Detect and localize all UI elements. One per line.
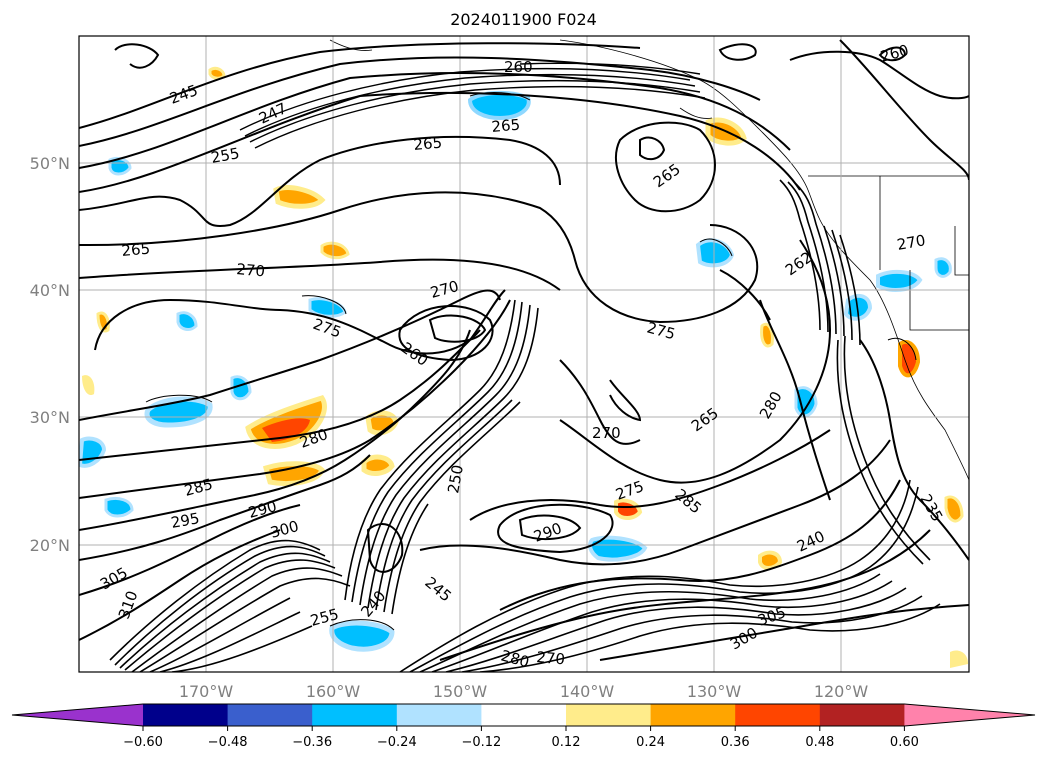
- blue-anomaly: [329, 620, 395, 652]
- orange-anomaly: [208, 66, 226, 80]
- yellow-anomaly: [82, 375, 95, 396]
- contour-label: 270: [236, 260, 266, 280]
- colorbar-tick-label: 0.36: [721, 735, 750, 750]
- map-content: 245 247 255 265 270 275 280 285 290 295 …: [79, 36, 969, 672]
- contour-label: 265: [413, 134, 443, 154]
- colorbar-segment: [819, 704, 905, 726]
- map-frame: [78, 35, 970, 673]
- colorbar-tick-label: −0.48: [208, 735, 248, 750]
- red-anomaly: [262, 418, 310, 442]
- map-plot-area: [79, 36, 969, 672]
- blue-anomaly: [144, 396, 213, 428]
- blue-anomaly: [934, 257, 952, 278]
- colorbar-segment: [12, 704, 143, 726]
- colorbar-segment: [904, 704, 1035, 726]
- latitude-labels: 50°N 40°N 30°N 20°N: [30, 154, 70, 555]
- colorbar-tick-label: 0.24: [636, 735, 665, 750]
- colorbar-segment: [312, 704, 398, 726]
- contour-bundle-west: [109, 539, 351, 672]
- contour-label: 260: [504, 58, 533, 76]
- blue-anomaly: [230, 375, 252, 401]
- contour-label: 255: [210, 144, 241, 167]
- colorbar-tick-label: −0.12: [461, 735, 501, 750]
- lat-label: 30°N: [30, 408, 70, 427]
- orange-anomaly: [944, 495, 964, 523]
- lon-label: 150°W: [433, 682, 488, 701]
- colorbar-segment: [566, 704, 652, 726]
- contour-bundle-north: [239, 62, 706, 149]
- contour-label: 265: [121, 240, 151, 260]
- contour-bundle-east: [399, 179, 941, 672]
- contour-label: 295: [170, 509, 201, 532]
- lat-label: 40°N: [30, 281, 70, 300]
- shaded-anomalies: [79, 66, 968, 668]
- blue-anomaly: [104, 496, 134, 518]
- lon-label: 140°W: [560, 682, 615, 701]
- map-title: 2024011900 F024: [450, 10, 597, 29]
- orange-anomaly: [273, 185, 326, 209]
- contour-label: 270: [592, 424, 621, 442]
- blue-anomaly: [176, 311, 198, 331]
- orange-anomaly: [320, 241, 350, 260]
- lon-label: 170°W: [179, 682, 234, 701]
- contour-label: 270: [536, 648, 566, 668]
- thin-contours: [145, 92, 917, 631]
- colorbar-segment: [650, 704, 736, 726]
- longitude-labels: 170°W 160°W 150°W 140°W 130°W 120°W: [179, 682, 869, 701]
- contour-label: 270: [896, 231, 927, 254]
- orange-anomaly: [760, 322, 774, 348]
- colorbar-tick-label: 0.60: [890, 735, 919, 750]
- colorbar-segment: [735, 704, 821, 726]
- orange-anomaly: [758, 550, 783, 570]
- contour-label: 265: [491, 116, 521, 136]
- lat-label: 50°N: [30, 154, 70, 173]
- colorbar: −0.60 −0.48 −0.36 −0.24 −0.12 0.12 0.24 0.36 0.4…: [11, 703, 1036, 750]
- colorbar-tick-label: 0.12: [552, 735, 581, 750]
- lon-label: 130°W: [687, 682, 742, 701]
- lon-label: 120°W: [814, 682, 869, 701]
- red-anomaly: [614, 498, 643, 520]
- contour-label: 250: [444, 463, 467, 494]
- lon-label: 160°W: [306, 682, 361, 701]
- orange-anomaly: [361, 454, 395, 476]
- blue-anomaly: [588, 535, 648, 562]
- yellow-anomaly: [950, 650, 968, 668]
- colorbar-segment: [227, 704, 313, 726]
- colorbar-tick-label: −0.60: [123, 735, 163, 750]
- colorbar-segment: [481, 704, 567, 726]
- colorbar-segment: [143, 704, 229, 726]
- colorbar-tick-label: −0.24: [377, 735, 417, 750]
- blue-anomaly: [695, 238, 735, 268]
- blue-anomaly: [876, 269, 923, 292]
- colorbar-tick-label: 0.48: [805, 735, 834, 750]
- colorbar-tick-label: −0.36: [292, 735, 332, 750]
- blue-anomaly: [467, 91, 531, 121]
- blue-anomaly: [794, 386, 818, 418]
- orange-anomaly: [262, 461, 325, 486]
- contour-bundle-central: [344, 299, 539, 615]
- colorbar-segment: [396, 704, 482, 726]
- lat-label: 20°N: [30, 536, 70, 555]
